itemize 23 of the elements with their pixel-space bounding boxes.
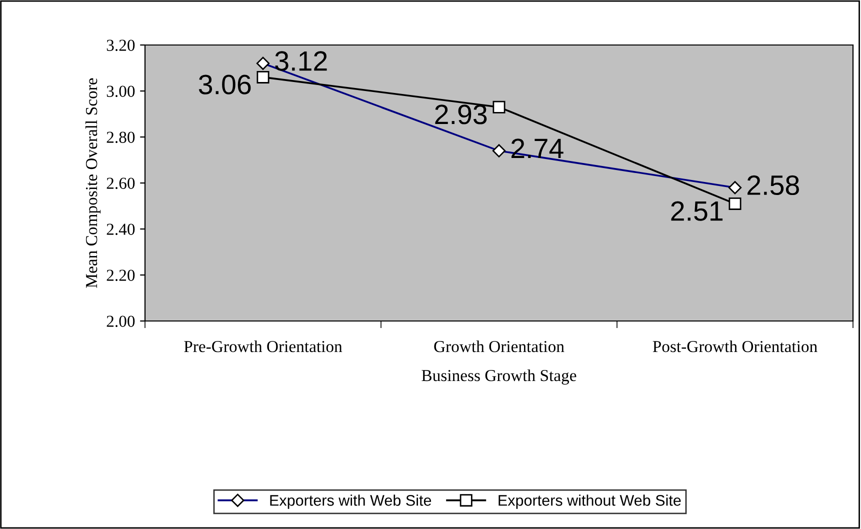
x-axis-title: Business Growth Stage <box>422 369 576 385</box>
x-tick-label: Growth Orientation <box>434 340 564 352</box>
x-tick-label: Pre-Growth Orientation <box>184 340 342 352</box>
data-label: 3.12 <box>275 51 327 71</box>
x-tick-label: Post-Growth Orientation <box>652 340 818 352</box>
data-label: 2.74 <box>512 138 564 158</box>
y-tick-label: 3.00 <box>106 86 135 98</box>
y-tick-label: 2.20 <box>106 270 135 282</box>
legend-label: Exporters without Web Site <box>498 494 681 509</box>
data-label: 2.93 <box>435 104 487 124</box>
point <box>256 70 270 84</box>
y-tick-label: 2.80 <box>106 132 135 144</box>
point <box>492 100 506 114</box>
y-tick-label: 2.40 <box>106 224 135 236</box>
y-axis-title: Mean Composite Overall Score <box>85 78 101 288</box>
data-label: 2.51 <box>671 201 723 221</box>
data-label: 3.06 <box>198 74 251 94</box>
y-tick-label: 2.00 <box>106 316 135 328</box>
y-tick-label: 2.60 <box>106 178 135 190</box>
y-tick-label: 3.20 <box>106 40 135 52</box>
legend-label: Exporters with Web Site <box>270 494 432 509</box>
data-label: 2.58 <box>748 175 799 196</box>
point <box>728 197 742 210</box>
